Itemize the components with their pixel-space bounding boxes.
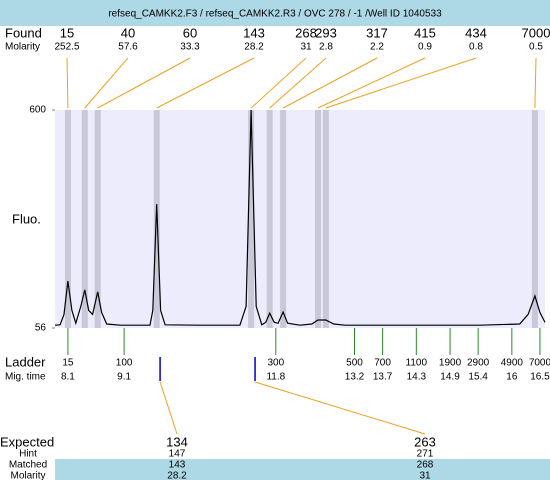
expected-connector bbox=[159, 381, 178, 435]
found-molarity: 0.8 bbox=[469, 42, 483, 53]
found-size: 317 bbox=[366, 25, 388, 40]
peak-band bbox=[94, 110, 101, 328]
ladder-time: 16 bbox=[506, 372, 518, 383]
ladder-label: Ladder bbox=[5, 354, 46, 369]
peak-band bbox=[531, 110, 538, 328]
ladder-time: 13.7 bbox=[373, 372, 393, 383]
y-tick-label: 600 bbox=[29, 105, 46, 116]
matched-molarity: 28.2 bbox=[167, 471, 187, 480]
matched-label: Matched bbox=[9, 460, 47, 471]
peak-band bbox=[81, 110, 88, 328]
found-molarity: 252.5 bbox=[54, 42, 79, 53]
found-molarity: 2.8 bbox=[319, 42, 333, 53]
peak-connector bbox=[269, 57, 327, 109]
found-molarity: 28.2 bbox=[244, 42, 264, 53]
ladder-time: 15.4 bbox=[468, 372, 488, 383]
matched-size: 268 bbox=[417, 460, 434, 471]
ladder-size: 4900 bbox=[501, 358, 524, 369]
peak-band bbox=[314, 110, 321, 328]
found-size: 143 bbox=[243, 25, 265, 40]
found-size: 434 bbox=[465, 25, 487, 40]
peak-connector bbox=[156, 57, 255, 109]
found-molarity: 2.2 bbox=[370, 42, 384, 53]
ladder-size: 700 bbox=[374, 358, 391, 369]
found-molarity: 0.9 bbox=[418, 42, 432, 53]
molarity-label: Molarity bbox=[10, 471, 45, 480]
ladder-time: 9.1 bbox=[117, 372, 131, 383]
peak-band bbox=[248, 110, 255, 328]
ladder-size: 2900 bbox=[467, 358, 490, 369]
ladder-size: 15 bbox=[62, 358, 74, 369]
ladder-size: 100 bbox=[116, 358, 133, 369]
ladder-time: 13.2 bbox=[345, 372, 365, 383]
peak-connector bbox=[97, 57, 191, 109]
ladder-time: 16.5 bbox=[530, 372, 550, 383]
peak-connector bbox=[282, 57, 378, 109]
ladder-size: 1100 bbox=[406, 358, 428, 369]
matched-size: 143 bbox=[169, 460, 186, 471]
peak-band bbox=[266, 110, 273, 328]
matched-molarity: 31 bbox=[419, 471, 431, 480]
peak-band bbox=[64, 110, 71, 328]
ladder-size: 500 bbox=[346, 358, 363, 369]
expected-label: Expected bbox=[0, 434, 54, 449]
peak-band bbox=[280, 110, 287, 328]
chart-title: refseq_CAMKK2.F3 / refseq_CAMKK2.R3 / OV… bbox=[108, 9, 442, 20]
found-size: 7000 bbox=[522, 25, 550, 40]
found-size: 60 bbox=[183, 25, 197, 40]
ladder-time: 14.9 bbox=[440, 372, 460, 383]
plot-area bbox=[55, 110, 545, 328]
peak-connector bbox=[84, 57, 129, 109]
peak-connector bbox=[317, 57, 426, 109]
found-label: Found bbox=[5, 25, 42, 40]
found-molarity: 57.6 bbox=[118, 42, 138, 53]
peak-connector bbox=[66, 57, 69, 109]
header-bar bbox=[0, 0, 550, 26]
trace bbox=[54, 109, 546, 326]
found-size: 40 bbox=[121, 25, 135, 40]
molarity-label: Molarity bbox=[5, 42, 40, 53]
expected-size: 263 bbox=[414, 434, 436, 449]
expected-connector bbox=[254, 381, 426, 435]
ladder-size: 7000 bbox=[529, 358, 550, 369]
ladder-time: 14.3 bbox=[407, 372, 427, 383]
hint-label: Hint bbox=[19, 449, 37, 460]
hint-size: 271 bbox=[417, 449, 434, 460]
found-size: 268 bbox=[295, 25, 317, 40]
peak-connector bbox=[250, 57, 307, 109]
found-molarity: 31 bbox=[300, 42, 312, 53]
found-size: 415 bbox=[414, 25, 436, 40]
expected-size: 134 bbox=[166, 434, 188, 449]
y-axis-label: Fluo. bbox=[12, 211, 41, 226]
hint-size: 147 bbox=[169, 449, 186, 460]
peak-band bbox=[322, 110, 329, 328]
ladder-size: 300 bbox=[267, 358, 284, 369]
ladder-time: 11.8 bbox=[266, 372, 285, 383]
peak-connector bbox=[325, 57, 477, 109]
ladder-time: 8.1 bbox=[61, 372, 75, 383]
mig-time-label: Mig. time bbox=[5, 372, 46, 383]
found-size: 293 bbox=[315, 25, 337, 40]
matched-band bbox=[55, 459, 550, 480]
found-size: 15 bbox=[60, 25, 74, 40]
peak-connector bbox=[534, 57, 537, 109]
found-molarity: 33.3 bbox=[180, 42, 200, 53]
y-tick-label: 56 bbox=[35, 323, 47, 334]
found-molarity: 0.5 bbox=[529, 42, 543, 53]
ladder-size: 1900 bbox=[439, 358, 462, 369]
